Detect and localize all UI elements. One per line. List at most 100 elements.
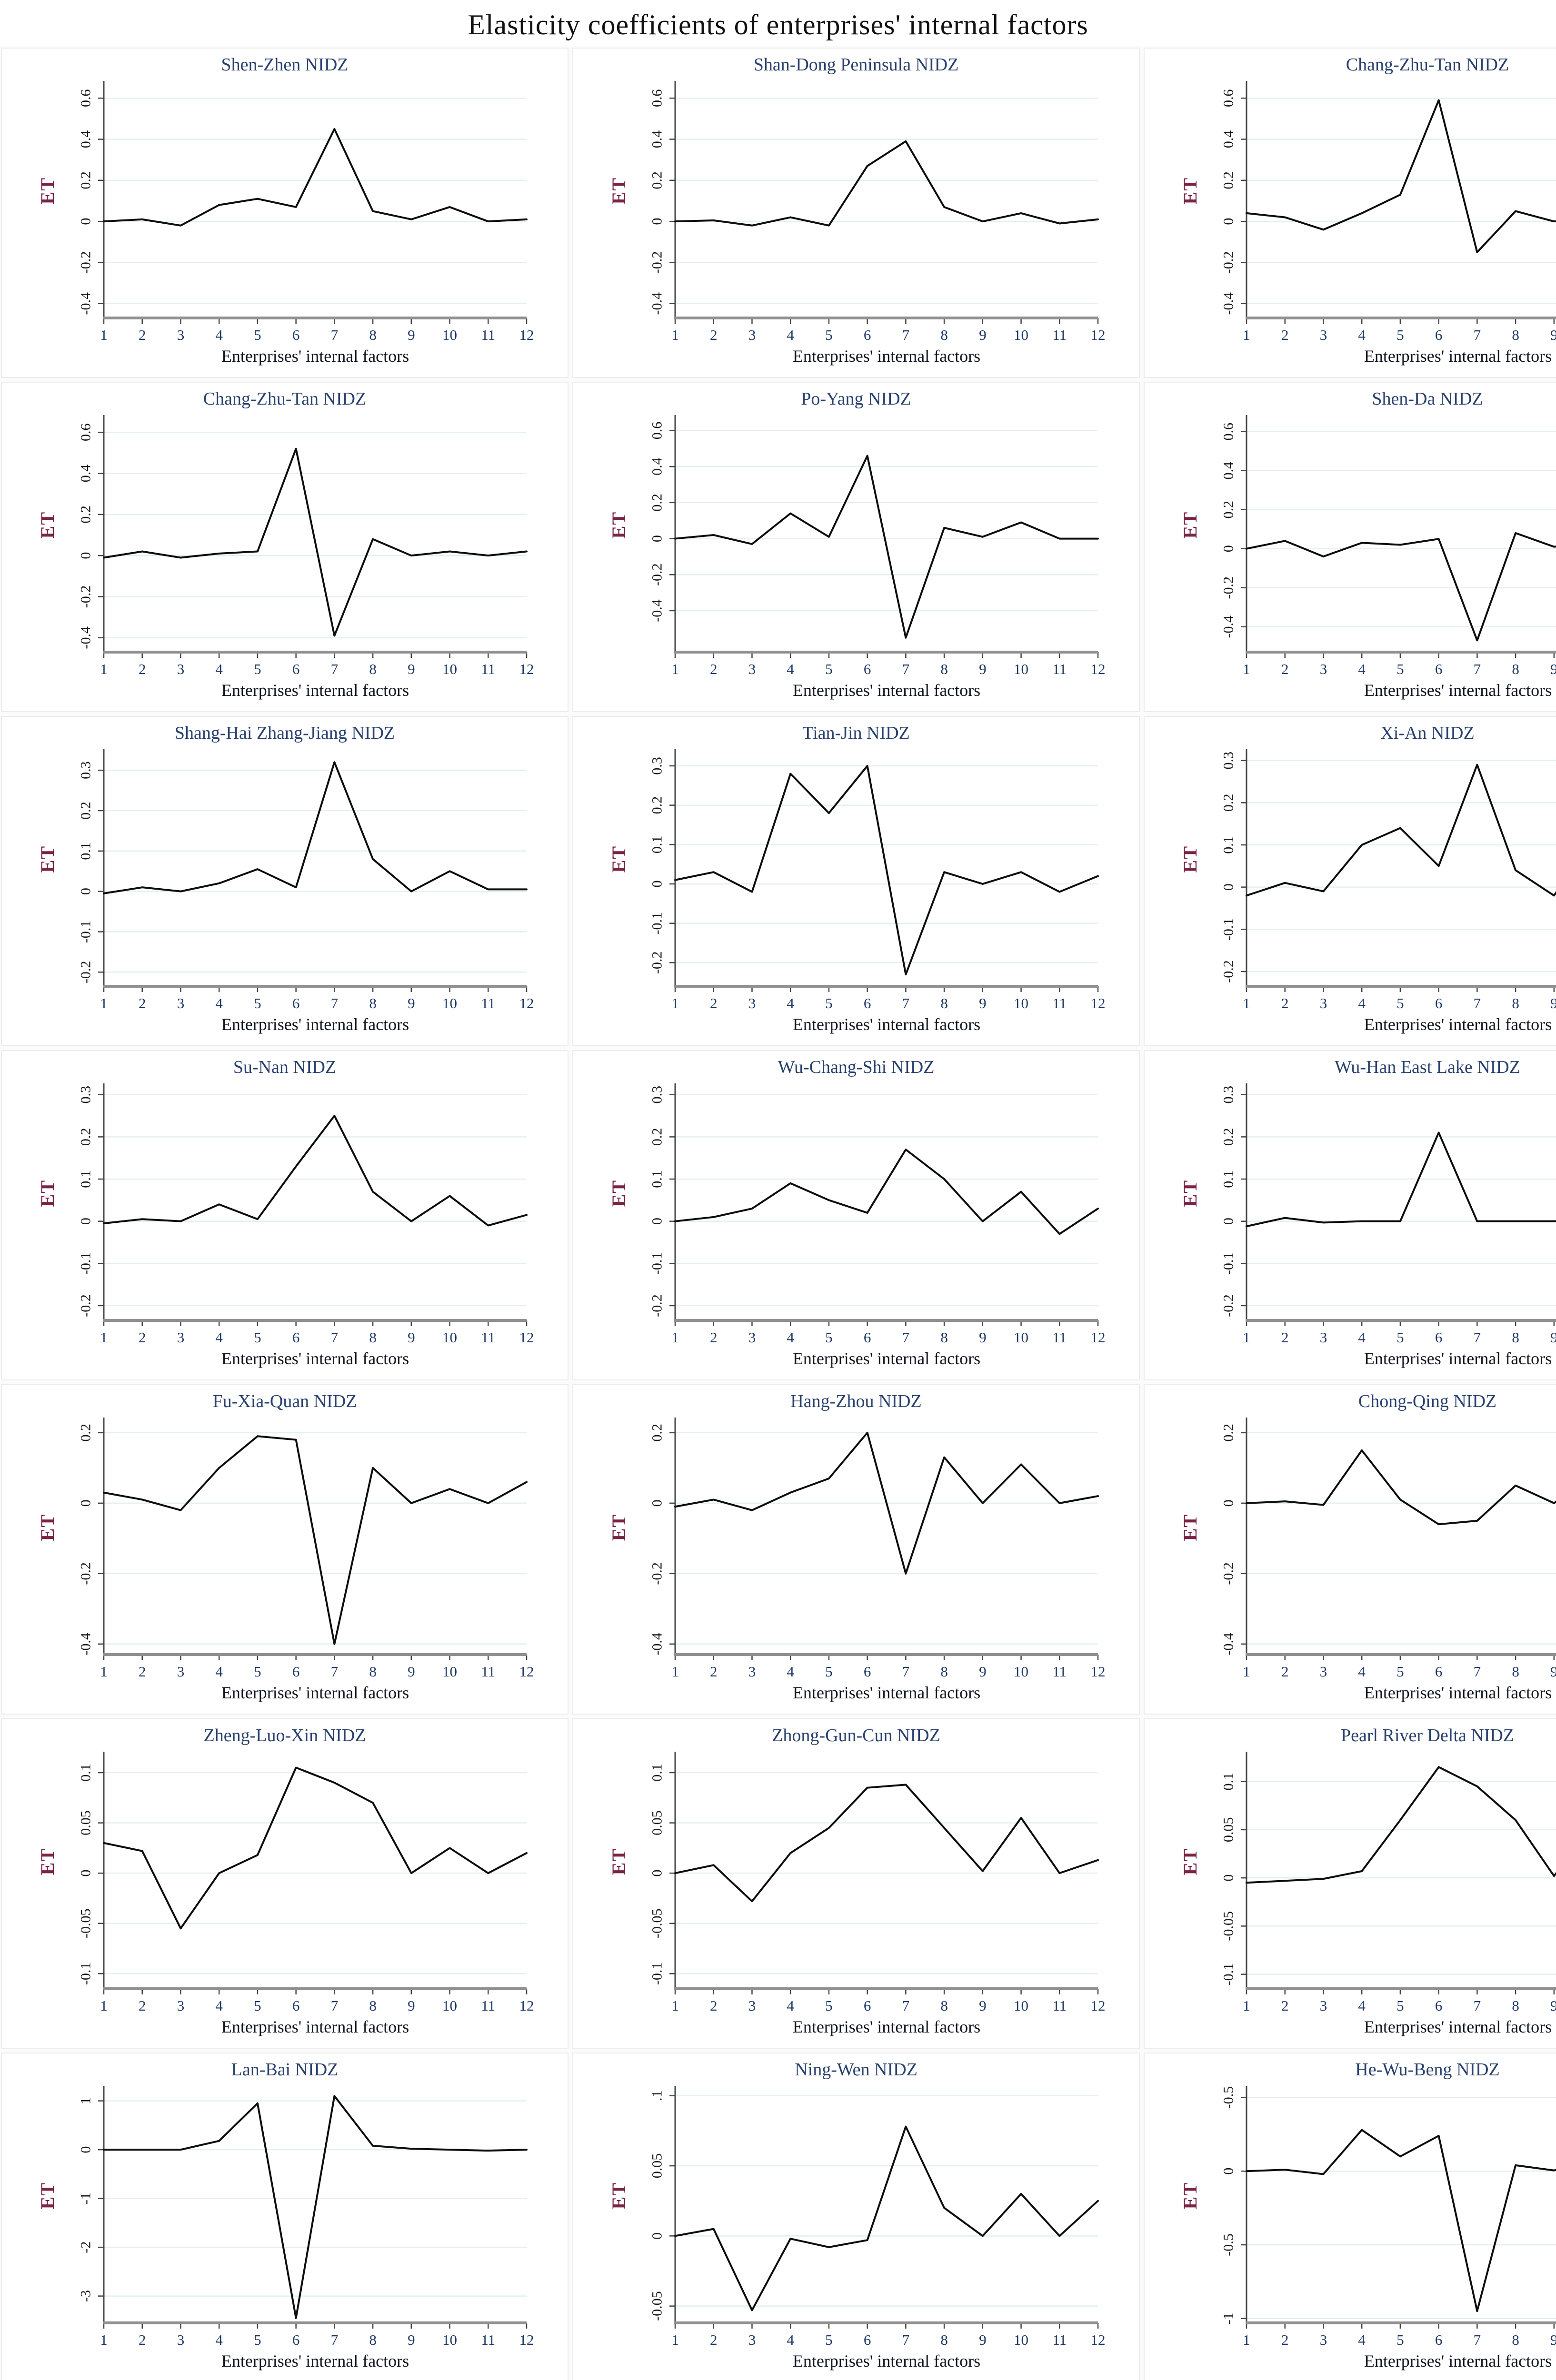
svg-text:10: 10 bbox=[1014, 2331, 1028, 2348]
svg-text:6: 6 bbox=[864, 327, 871, 343]
svg-text:0: 0 bbox=[649, 218, 665, 225]
svg-text:3: 3 bbox=[1320, 995, 1327, 1012]
svg-text:3: 3 bbox=[748, 995, 756, 1012]
svg-text:12: 12 bbox=[519, 1329, 534, 1346]
chart-title: Tian-Jin NIDZ bbox=[802, 723, 910, 743]
svg-text:5: 5 bbox=[254, 2331, 261, 2348]
svg-text:9: 9 bbox=[1550, 1997, 1556, 2014]
chart-cell: Tian-Jin NIDZ ET 0.3 0.2 0.1 0 -0.1 -0.2 1 2 3 4 5… bbox=[572, 716, 1140, 1046]
svg-text:0.4: 0.4 bbox=[78, 465, 94, 483]
svg-text:12: 12 bbox=[519, 995, 534, 1012]
svg-text:0: 0 bbox=[1221, 883, 1237, 891]
svg-text:6: 6 bbox=[864, 995, 871, 1012]
svg-text:2: 2 bbox=[139, 1329, 146, 1346]
chart-title: Xi-An NIDZ bbox=[1380, 723, 1475, 743]
svg-text:-0.2: -0.2 bbox=[649, 952, 665, 974]
svg-text:6: 6 bbox=[1435, 1329, 1443, 1346]
svg-text:6: 6 bbox=[292, 1663, 300, 1680]
svg-text:8: 8 bbox=[940, 2331, 948, 2348]
svg-text:-0.2: -0.2 bbox=[78, 251, 94, 274]
chart-title: Wu-Chang-Shi NIDZ bbox=[778, 1057, 935, 1077]
svg-text:2: 2 bbox=[710, 995, 718, 1012]
svg-text:2: 2 bbox=[139, 995, 146, 1012]
svg-text:0.05: 0.05 bbox=[649, 2153, 665, 2179]
svg-text:3: 3 bbox=[1320, 327, 1327, 343]
svg-text:11: 11 bbox=[481, 995, 495, 1012]
chart-grid: Shen-Zhen NIDZ ET 0.6 0.4 0.2 0 -0.2 -0.4 1 2 3 4… bbox=[0, 46, 1556, 2380]
svg-text:0.2: 0.2 bbox=[1221, 171, 1237, 189]
svg-text:1: 1 bbox=[1243, 1663, 1250, 1680]
svg-text:9: 9 bbox=[408, 2331, 415, 2348]
svg-text:0: 0 bbox=[1221, 1218, 1237, 1225]
svg-text:5: 5 bbox=[825, 1329, 833, 1346]
svg-text:8: 8 bbox=[369, 995, 377, 1012]
svg-text:1: 1 bbox=[671, 661, 679, 677]
svg-text:7: 7 bbox=[1474, 1997, 1481, 2014]
svg-text:9: 9 bbox=[979, 327, 987, 343]
svg-text:-0.5: -0.5 bbox=[1221, 2233, 1237, 2256]
svg-text:4: 4 bbox=[787, 1997, 794, 2014]
svg-text:1: 1 bbox=[100, 2331, 108, 2348]
svg-text:11: 11 bbox=[1052, 2331, 1067, 2348]
svg-text:0.2: 0.2 bbox=[1221, 794, 1237, 812]
svg-text:-0.2: -0.2 bbox=[1221, 576, 1237, 599]
svg-text:0: 0 bbox=[1221, 545, 1237, 552]
svg-text:2: 2 bbox=[139, 327, 146, 343]
svg-text:2: 2 bbox=[139, 1663, 146, 1680]
svg-text:2: 2 bbox=[1281, 1663, 1289, 1680]
svg-text:3: 3 bbox=[1320, 661, 1327, 677]
svg-text:5: 5 bbox=[254, 661, 261, 677]
svg-text:1: 1 bbox=[671, 327, 679, 343]
svg-text:6: 6 bbox=[864, 1663, 871, 1680]
svg-text:2: 2 bbox=[1281, 1329, 1289, 1346]
svg-text:12: 12 bbox=[1091, 2331, 1106, 2348]
x-axis-label: Enterprises' internal factors bbox=[1364, 2351, 1552, 2370]
svg-text:8: 8 bbox=[1512, 2331, 1519, 2348]
svg-text:7: 7 bbox=[331, 995, 339, 1012]
svg-text:11: 11 bbox=[1052, 327, 1067, 343]
svg-text:0.2: 0.2 bbox=[649, 1424, 665, 1442]
svg-text:0.2: 0.2 bbox=[78, 171, 94, 189]
svg-text:10: 10 bbox=[1014, 1663, 1028, 1680]
svg-text:-0.2: -0.2 bbox=[78, 1294, 94, 1317]
svg-text:6: 6 bbox=[1435, 661, 1443, 677]
svg-text:-0.4: -0.4 bbox=[78, 626, 94, 649]
svg-text:-0.2: -0.2 bbox=[78, 585, 94, 608]
svg-text:5: 5 bbox=[825, 995, 833, 1012]
svg-text:8: 8 bbox=[1512, 661, 1519, 677]
svg-text:-0.2: -0.2 bbox=[1221, 960, 1237, 983]
svg-text:10: 10 bbox=[442, 1997, 457, 2014]
svg-text:0.6: 0.6 bbox=[78, 89, 94, 107]
svg-text:2: 2 bbox=[139, 1997, 146, 2014]
chart-title: Shen-Zhen NIDZ bbox=[221, 55, 349, 75]
svg-text:-0.1: -0.1 bbox=[1221, 918, 1237, 941]
svg-text:7: 7 bbox=[902, 327, 910, 343]
x-axis-label: Enterprises' internal factors bbox=[1364, 1015, 1552, 1034]
svg-text:1: 1 bbox=[1243, 1329, 1250, 1346]
svg-text:7: 7 bbox=[331, 661, 339, 677]
svg-text:10: 10 bbox=[1014, 1997, 1028, 2014]
svg-text:0.6: 0.6 bbox=[1221, 89, 1237, 107]
svg-text:6: 6 bbox=[864, 1329, 871, 1346]
svg-text:0.6: 0.6 bbox=[649, 422, 665, 440]
svg-text:4: 4 bbox=[215, 327, 223, 343]
svg-text:6: 6 bbox=[1435, 327, 1443, 343]
svg-text:6: 6 bbox=[864, 661, 871, 677]
svg-text:12: 12 bbox=[1091, 995, 1106, 1012]
svg-text:0: 0 bbox=[649, 881, 665, 888]
svg-text:3: 3 bbox=[748, 2331, 756, 2348]
svg-text:0.4: 0.4 bbox=[649, 457, 665, 476]
svg-text:10: 10 bbox=[442, 327, 457, 343]
chart-title: Shen-Da NIDZ bbox=[1372, 389, 1483, 409]
svg-text:0.2: 0.2 bbox=[649, 494, 665, 512]
chart-title: Lan-Bai NIDZ bbox=[231, 2060, 339, 2080]
svg-text:6: 6 bbox=[864, 2331, 871, 2348]
svg-text:4: 4 bbox=[1358, 327, 1366, 343]
svg-text:2: 2 bbox=[1281, 661, 1289, 677]
svg-text:-0.1: -0.1 bbox=[1221, 1963, 1237, 1986]
svg-text:7: 7 bbox=[902, 661, 910, 677]
